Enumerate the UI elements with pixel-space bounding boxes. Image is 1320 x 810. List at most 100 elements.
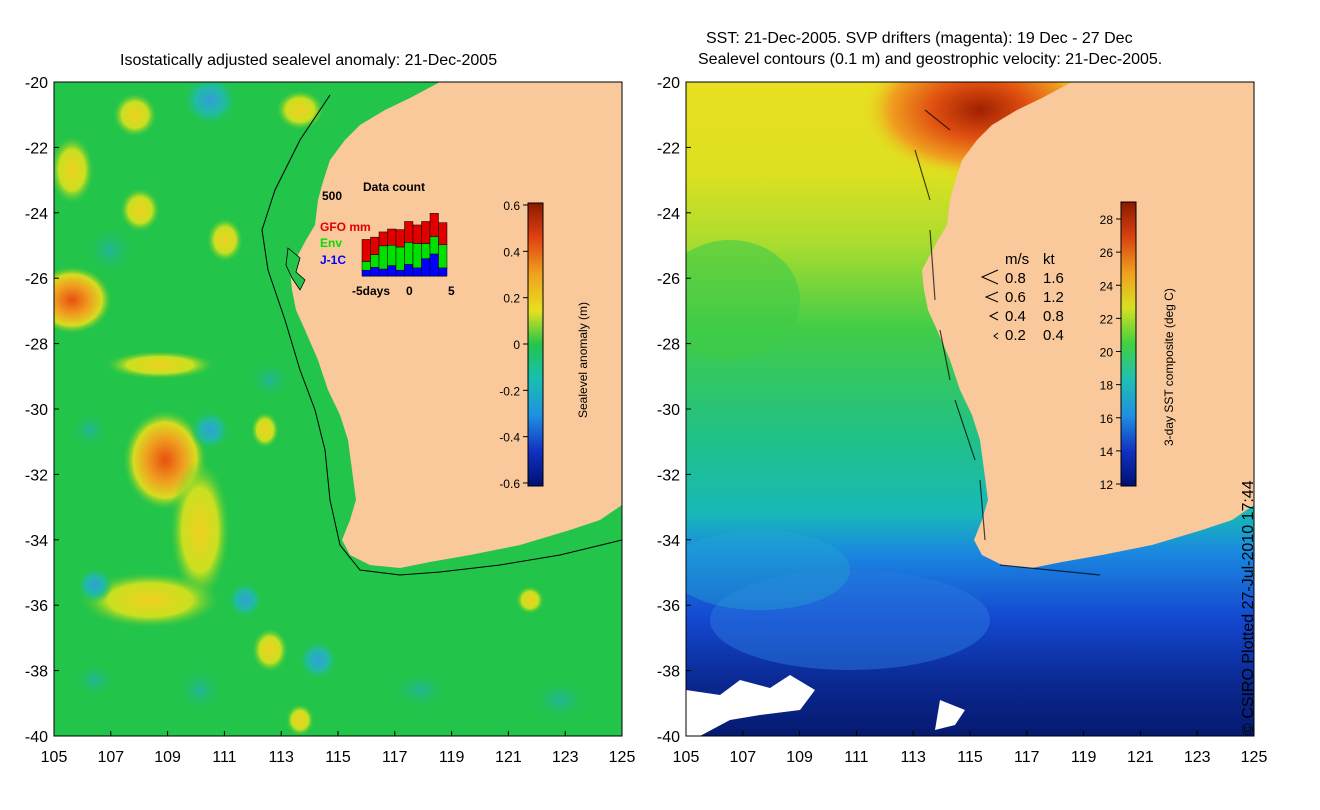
right-xtick-label: 105 [673, 749, 700, 766]
left-xtick-label: 109 [154, 749, 181, 766]
sla-cb-label: 0.6 [503, 199, 520, 213]
velocity-kt: 1.6 [1043, 270, 1064, 287]
inset-bar-gfo [404, 221, 414, 243]
right-ytick-label: -26 [657, 271, 680, 288]
right-xtick-label: 123 [1184, 749, 1211, 766]
inset-bar-j1c [387, 265, 397, 277]
left-land [290, 82, 622, 568]
velocity-header-ms: m/s [1005, 251, 1030, 268]
right-ytick-label: -38 [657, 664, 680, 681]
inset-bar-j1c [395, 269, 405, 277]
sst-cb-label: 14 [1100, 445, 1114, 459]
left-ytick-label: -20 [25, 75, 48, 92]
velocity-ms: 0.6 [1005, 289, 1026, 306]
inset-bar-j1c [421, 258, 431, 277]
sla-colorbar [527, 202, 544, 487]
sst-cb-label: 24 [1100, 279, 1114, 293]
left-ytick-label: -40 [25, 729, 48, 746]
velocity-legend-arrows [980, 269, 999, 340]
right-ytick-label: -34 [657, 533, 680, 550]
velocity-header-kt: kt [1043, 251, 1055, 268]
inset-bar-env [421, 243, 431, 259]
left-xtick-label: 123 [552, 749, 579, 766]
right-xtick-label: 107 [729, 749, 756, 766]
sla-cb-label: -0.4 [499, 431, 520, 445]
sst-cb-label: 20 [1100, 346, 1114, 360]
data-count-inset: Data count 500 GFO mm Env J-1C -5days 0 … [318, 180, 468, 300]
right-ytick-label: -40 [657, 729, 680, 746]
sst-cb-label: 16 [1100, 412, 1114, 426]
inset-bar-j1c [412, 267, 422, 277]
sst-colorbar-label: 3-day SST composite (deg C) [1162, 288, 1176, 446]
velocity-kt: 0.8 [1043, 308, 1064, 325]
inset-bar-gfo [421, 221, 431, 244]
sla-cb-label: 0.2 [503, 292, 520, 306]
right-xtick-label: 111 [844, 749, 868, 766]
velocity-kt: 1.2 [1043, 289, 1064, 306]
left-xtick-label: 113 [268, 749, 294, 766]
sla-cb-label: -0.2 [499, 384, 520, 398]
inset-bar-gfo [378, 231, 388, 247]
right-xtick-label: 117 [1014, 749, 1040, 766]
inset-bar-env [404, 242, 414, 265]
sla-cb-label: -0.6 [499, 477, 520, 491]
inset-bar-j1c [378, 268, 388, 277]
inset-bar-gfo [387, 228, 397, 246]
left-xtick-label: 115 [325, 749, 351, 766]
right-ytick-label: -20 [657, 75, 680, 92]
left-map-title: Isostatically adjusted sealevel anomaly:… [120, 52, 498, 69]
inset-ymax-label: 500 [322, 189, 343, 203]
inset-bar-env [438, 244, 448, 269]
left-xtick-label: 125 [609, 749, 636, 766]
inset-bar-env [378, 245, 388, 270]
right-land [922, 82, 1254, 568]
inset-bar-gfo [412, 224, 422, 244]
legend-gfo: GFO mm [320, 220, 371, 234]
left-ytick-label: -28 [25, 337, 48, 354]
sla-cb-label: 0 [513, 338, 520, 352]
inset-bar-gfo [429, 213, 439, 237]
left-ytick-label: -30 [25, 402, 48, 419]
right-ytick-label: -22 [657, 140, 680, 157]
right-ytick-label: -24 [657, 206, 680, 223]
right-ytick-label: -36 [657, 598, 680, 615]
velocity-arrow-0.4 [988, 311, 999, 321]
inset-title: Data count [363, 180, 426, 194]
inset-bar-gfo [370, 236, 380, 255]
left-ytick-label: -22 [25, 140, 48, 157]
velocity-arrow-0.2 [993, 332, 999, 340]
left-xtick-label: 107 [97, 749, 124, 766]
left-ytick-label: -38 [25, 664, 48, 681]
velocity-ms: 0.2 [1005, 327, 1026, 344]
inset-bar-j1c [438, 267, 448, 277]
sst-colorbar [1120, 201, 1137, 487]
right-ytick-label: -30 [657, 402, 680, 419]
right-xtick-label: 125 [1241, 749, 1268, 766]
inset-bar-j1c [429, 253, 439, 277]
left-ytick-label: -26 [25, 271, 48, 288]
sla-cb-label: 0.4 [503, 245, 520, 259]
sst-cb-label: 28 [1100, 213, 1114, 227]
left-xtick-label: 105 [41, 749, 68, 766]
inset-bar-gfo [361, 239, 371, 262]
left-xtick-label: 119 [439, 749, 465, 766]
sst-cb-label: 12 [1100, 478, 1114, 492]
right-xtick-label: 121 [1127, 749, 1154, 766]
left-ytick-label: -24 [25, 206, 48, 223]
inset-bar-j1c [370, 267, 380, 277]
left-xtick-label: 111 [212, 749, 236, 766]
right-ytick-label: -28 [657, 337, 680, 354]
right-map-title-line2: Sealevel contours (0.1 m) and geostrophi… [698, 51, 1163, 68]
inset-bar-env [370, 254, 380, 268]
left-xtick-label: 121 [495, 749, 522, 766]
right-ytick-label: -32 [657, 467, 680, 484]
right-xtick-label: 119 [1071, 749, 1097, 766]
right-xtick-label: 109 [786, 749, 813, 766]
inset-xlabel-end: 5 [448, 284, 455, 298]
right-map-title-line1: SST: 21-Dec-2005. SVP drifters (magenta)… [706, 30, 1133, 47]
left-ytick-label: -36 [25, 598, 48, 615]
inset-bar-j1c [361, 269, 371, 277]
right-sea [686, 82, 1254, 736]
legend-env: Env [320, 236, 343, 250]
inset-bar-env [387, 245, 397, 266]
